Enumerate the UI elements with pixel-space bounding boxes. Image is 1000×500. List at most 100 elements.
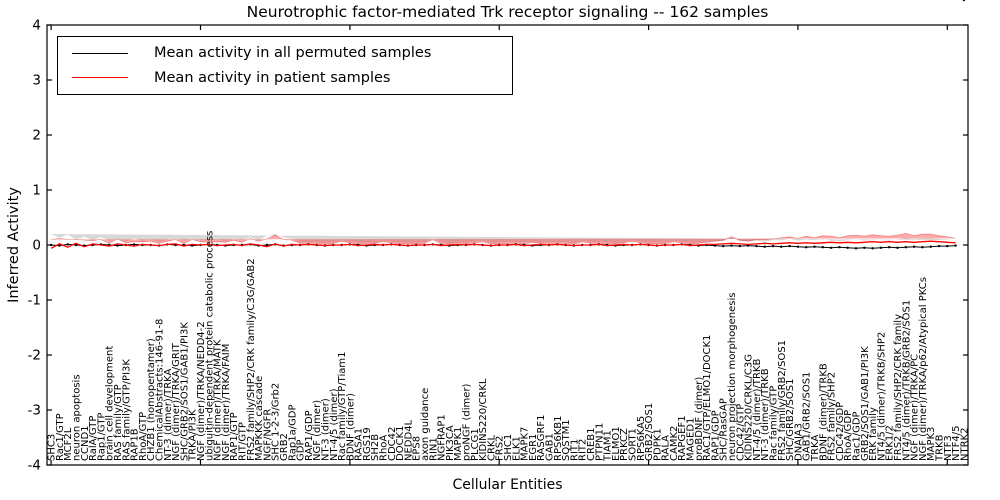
svg-text:FRS2 family/SHP2/CRK family: FRS2 family/SHP2/CRK family	[893, 314, 904, 461]
svg-text:-3: -3	[28, 403, 41, 419]
svg-text:RPS6KB1: RPS6KB1	[553, 416, 564, 461]
svg-text:Rap1/GTP: Rap1/GTP	[96, 413, 107, 461]
svg-text:RIN1: RIN1	[428, 437, 439, 461]
svg-text:SHC/GRB2/SOS1/GAB1/PI3K: SHC/GRB2/SOS1/GAB1/PI3K	[179, 322, 190, 461]
svg-text:DNAJA3: DNAJA3	[793, 423, 804, 461]
svg-text:RIT1: RIT1	[569, 439, 580, 461]
svg-text:PLCG1: PLCG1	[470, 428, 481, 461]
svg-text:RalA/GTP: RalA/GTP	[88, 416, 99, 461]
svg-text:RGS19: RGS19	[362, 427, 373, 461]
svg-text:MAGED1: MAGED1	[686, 418, 697, 461]
svg-text:CAMK2: CAMK2	[669, 426, 680, 461]
svg-text:PRKCZ: PRKCZ	[619, 428, 630, 461]
svg-text:RIT/GTP: RIT/GTP	[238, 422, 249, 461]
svg-text:GRB2/SOS1/GAB1/PI3K: GRB2/SOS1/GAB1/PI3K	[860, 346, 871, 461]
svg-text:ERK1/2: ERK1/2	[885, 425, 896, 461]
svg-text:NGF (dimer): NGF (dimer)	[312, 400, 323, 461]
x-axis-title: Cellular Entities	[452, 477, 563, 493]
svg-text:4: 4	[32, 18, 41, 34]
svg-text:NGF (dimer)/TRKA/MATK: NGF (dimer)/TRKA/MATK	[213, 339, 224, 461]
svg-text:NTF3: NTF3	[943, 435, 954, 461]
svg-text:RPS6KA5: RPS6KA5	[636, 416, 647, 461]
svg-text:ubiquitin-dependent protein ca: ubiquitin-dependent protein catabolic pr…	[204, 231, 215, 461]
svg-text:KIDINS220/CRKL: KIDINS220/CRKL	[478, 378, 489, 461]
svg-text:TRKB: TRKB	[935, 434, 946, 462]
svg-text:NGF (dimer)/TRKA/FAIM: NGF (dimer)/TRKA/FAIM	[221, 344, 232, 461]
svg-text:ChemicalAbstracts:146-91-8: ChemicalAbstracts:146-91-8	[155, 319, 166, 461]
svg-text:NTRK2: NTRK2	[959, 428, 970, 461]
svg-text:RAP1B: RAP1B	[130, 428, 141, 461]
svg-text:NGF (dimer)/TRKA/p62/Atypical: NGF (dimer)/TRKA/p62/Atypical PKCs	[918, 277, 929, 461]
svg-text:NT-4/5 (dimer)/TRKB: NT-4/5 (dimer)/TRKB	[752, 359, 763, 461]
svg-text:PIK3CA: PIK3CA	[445, 425, 456, 461]
svg-text:EPS8: EPS8	[412, 436, 423, 461]
svg-text:TRKA: TRKA	[810, 435, 821, 462]
svg-text:TIAM1: TIAM1	[603, 430, 614, 462]
svg-text:ERK family: ERK family	[868, 407, 879, 461]
svg-text:1: 1	[32, 183, 41, 199]
svg-text:PDPK1: PDPK1	[652, 428, 663, 461]
y-axis-title: Inferred Activity	[6, 187, 22, 303]
svg-text:MAPKKK cascade: MAPKKK cascade	[254, 376, 265, 461]
svg-text:NGF (dimer)/TRKA/NEDD4-2: NGF (dimer)/TRKA/NEDD4-2	[196, 321, 207, 461]
svg-text:CREB1: CREB1	[586, 428, 597, 461]
svg-text:NT-3 (dimer)/TRKB: NT-3 (dimer)/TRKB	[760, 368, 771, 461]
svg-text:RhoA: RhoA	[379, 435, 390, 461]
svg-text:NGFRAP1: NGFRAP1	[437, 414, 448, 461]
svg-text:TRKA/PI3K: TRKA/PI3K	[188, 409, 199, 462]
svg-text:0: 0	[32, 238, 41, 254]
svg-text:-1: -1	[28, 293, 41, 309]
svg-text:GAB1: GAB1	[545, 433, 556, 461]
svg-text:CDC42: CDC42	[387, 427, 398, 461]
svg-text:MCF2L: MCF2L	[63, 427, 74, 461]
svg-text:RAC1/GTP/ELMO1/DOCK1: RAC1/GTP/ELMO1/DOCK1	[702, 335, 713, 461]
svg-text:CHZB1 (homopentamer): CHZB1 (homopentamer)	[146, 338, 157, 461]
svg-text:CDC42/GTP: CDC42/GTP	[735, 404, 746, 461]
svg-text:Rac family/GTP/Tiam1: Rac family/GTP/Tiam1	[337, 352, 348, 461]
svg-text:FRS2 family/SHP2/CRK family/C3: FRS2 family/SHP2/CRK family/C3G/GAB2	[246, 258, 257, 461]
x-ticks	[50, 25, 948, 465]
svg-text:MAPK1: MAPK1	[453, 427, 464, 461]
svg-text:Rac family/GTP: Rac family/GTP	[769, 386, 780, 461]
legend-row-patient: Mean activity in patient samples	[58, 66, 512, 90]
svg-text:SHC 1-2-3/Grb2: SHC 1-2-3/Grb2	[271, 383, 282, 461]
svg-text:3: 3	[32, 73, 41, 89]
svg-text:RAS family/GTP/PI3K: RAS family/GTP/PI3K	[121, 359, 132, 461]
svg-text:SH2B: SH2B	[370, 434, 381, 461]
svg-text:2: 2	[32, 128, 41, 144]
svg-text:brain cell development: brain cell development	[105, 346, 116, 461]
svg-text:-4: -4	[28, 458, 41, 474]
svg-text:NGF (dimer)/TRKA/GRIT: NGF (dimer)/TRKA/GRIT	[171, 342, 182, 461]
svg-text:neuron projection morphogenesi: neuron projection morphogenesis	[727, 293, 738, 461]
svg-text:FRS2: FRS2	[495, 436, 506, 461]
svg-text:Rac1/GDP: Rac1/GDP	[852, 411, 863, 461]
patient-mean-line	[50, 240, 956, 249]
svg-text:RAP1/GTP: RAP1/GTP	[229, 412, 240, 461]
svg-text:GRB2/SOS1: GRB2/SOS1	[644, 403, 655, 461]
svg-text:SORT1: SORT1	[628, 428, 639, 461]
svg-text:RIT2: RIT2	[578, 439, 589, 461]
chart-title: Neurotrophic factor-mediated Trk recepto…	[246, 3, 769, 21]
svg-text:-2: -2	[28, 348, 41, 364]
svg-text:FRS2 family/SHP2: FRS2 family/SHP2	[827, 372, 838, 461]
svg-text:DOCK1: DOCK1	[395, 426, 406, 461]
svg-text:ELK1: ELK1	[511, 436, 522, 461]
svg-text:SHC/GRB2/SOS1: SHC/GRB2/SOS1	[785, 379, 796, 461]
svg-text:RhoA/GTP: RhoA/GTP	[138, 412, 149, 461]
svg-text:ELMO1: ELMO1	[611, 426, 622, 461]
svg-text:NGF/NGFR: NGF/NGFR	[262, 409, 273, 461]
patient-line-swatch	[72, 77, 128, 79]
svg-text:EGR1: EGR1	[528, 434, 539, 461]
patient-band	[51, 232, 956, 245]
svg-text:MAPK7: MAPK7	[520, 427, 531, 461]
svg-text:CCND1: CCND1	[80, 425, 91, 461]
svg-text:RASA1: RASA1	[354, 428, 365, 461]
svg-text:NT-3 (dimer)/TRKA: NT-3 (dimer)/TRKA	[163, 368, 174, 461]
svg-text:RAP1/GDP: RAP1/GDP	[304, 410, 315, 461]
svg-text:RhoA/GDP: RhoA/GDP	[843, 410, 854, 461]
svg-text:RALA: RALA	[661, 435, 672, 461]
svg-text:BDNF (dimer): BDNF (dimer)	[345, 393, 356, 461]
legend-label-patient: Mean activity in patient samples	[154, 69, 391, 86]
